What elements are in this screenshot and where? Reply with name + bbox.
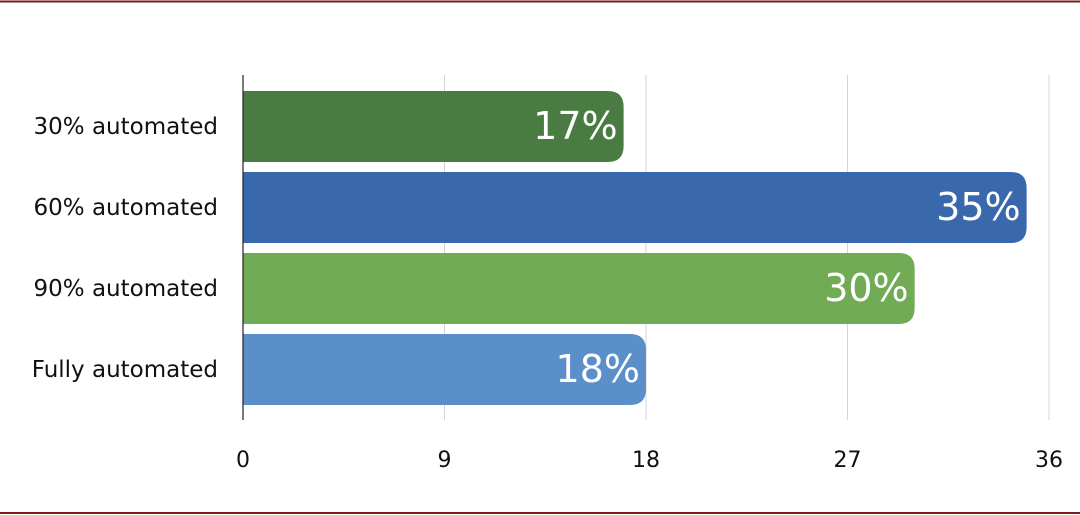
value-label: 18% xyxy=(556,347,640,391)
value-label: 35% xyxy=(936,185,1020,229)
x-tick-label: 27 xyxy=(834,448,862,473)
bar xyxy=(243,172,1027,243)
value-label: 17% xyxy=(533,104,617,148)
y-tick-label: 60% automated xyxy=(34,195,218,221)
bar xyxy=(243,334,646,405)
bar xyxy=(243,253,915,324)
x-tick-label: 0 xyxy=(236,448,250,473)
y-tick-label: Fully automated xyxy=(32,357,218,383)
y-tick-label: 90% automated xyxy=(34,276,218,302)
y-tick-label: 30% automated xyxy=(34,114,218,140)
x-tick-label: 36 xyxy=(1035,448,1063,473)
x-tick-label: 9 xyxy=(438,448,452,473)
x-tick-label: 18 xyxy=(632,448,660,473)
value-label: 30% xyxy=(824,266,908,310)
bar xyxy=(243,91,624,162)
